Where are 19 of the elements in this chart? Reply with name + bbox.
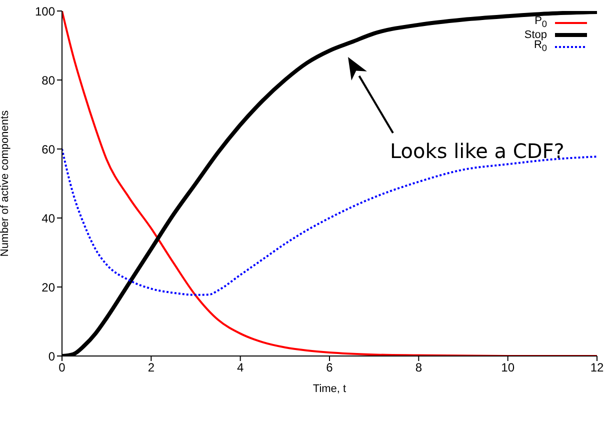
x-tick-label: 4 — [236, 360, 244, 375]
legend-label: P$_{0}$ — [534, 14, 547, 30]
x-tick-label: 2 — [148, 360, 155, 375]
x-tick-label: 8 — [415, 360, 422, 375]
annotation: Looks like a CDF? — [390, 139, 564, 163]
y-tick-label: 100 — [34, 4, 56, 18]
x-tick-label: 12 — [590, 360, 604, 375]
legend-label: R$_{0}$ — [534, 38, 547, 54]
x-tick-label: 6 — [326, 360, 334, 375]
y-tick-label: 40 — [42, 211, 56, 226]
y-tick-label: 80 — [42, 73, 56, 88]
y-axis-title: Number of active components — [0, 110, 11, 257]
legend-label: Stop — [524, 28, 547, 40]
x-tick-label: 10 — [501, 360, 515, 375]
x-axis-title: Time, t — [312, 383, 346, 395]
y-tick-label: 0 — [48, 349, 56, 364]
y-tick-label: 20 — [42, 280, 56, 294]
y-tick-label: 60 — [42, 142, 56, 156]
x-tick-label: 0 — [58, 360, 66, 375]
